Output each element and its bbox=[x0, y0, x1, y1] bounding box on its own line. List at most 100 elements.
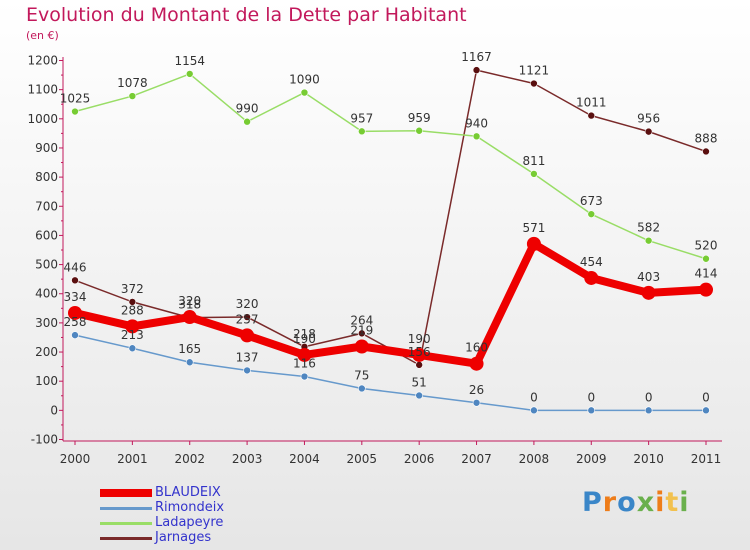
data-label-blaudeix: 403 bbox=[637, 270, 660, 284]
data-label-jarnages: 956 bbox=[637, 112, 660, 126]
x-tick-label: 2002 bbox=[174, 452, 205, 466]
data-point-rimondeix bbox=[358, 384, 366, 393]
data-point-jarnages bbox=[530, 79, 538, 88]
y-tick-label: 600 bbox=[35, 228, 58, 242]
data-label-jarnages: 320 bbox=[236, 297, 259, 311]
data-point-blaudeix bbox=[297, 347, 312, 362]
data-label-jarnages: 318 bbox=[178, 298, 201, 312]
data-label-ladapeyre: 1090 bbox=[289, 73, 320, 87]
data-point-blaudeix bbox=[584, 270, 599, 285]
data-point-blaudeix bbox=[125, 319, 140, 334]
data-point-blaudeix bbox=[354, 339, 369, 354]
x-tick-label: 2008 bbox=[519, 452, 550, 466]
series-layer bbox=[68, 66, 713, 415]
data-point-rimondeix bbox=[587, 406, 596, 415]
y-tick-label: 200 bbox=[35, 345, 58, 359]
data-label-ladapeyre: 940 bbox=[465, 116, 488, 130]
data-label-ladapeyre: 811 bbox=[522, 154, 545, 168]
x-tick-label: 2007 bbox=[461, 452, 492, 466]
data-label-blaudeix: 414 bbox=[695, 267, 718, 281]
x-tick-label: 2000 bbox=[60, 452, 91, 466]
logo-letter: P bbox=[582, 487, 603, 518]
data-point-ladapeyre bbox=[415, 126, 423, 135]
data-point-blaudeix bbox=[699, 282, 713, 297]
data-point-ladapeyre bbox=[530, 170, 538, 178]
data-label-rimondeix: 165 bbox=[178, 342, 201, 356]
data-label-rimondeix: 0 bbox=[530, 390, 538, 404]
data-point-rimondeix bbox=[243, 366, 251, 375]
data-label-rimondeix: 0 bbox=[587, 390, 595, 404]
logo-letter: i bbox=[679, 487, 690, 518]
data-label-rimondeix: 116 bbox=[293, 357, 316, 371]
data-point-rimondeix bbox=[702, 406, 710, 415]
data-point-jarnages bbox=[71, 276, 79, 285]
data-label-jarnages: 1121 bbox=[519, 64, 550, 78]
data-label-rimondeix: 213 bbox=[121, 328, 144, 342]
data-point-jarnages bbox=[587, 111, 596, 120]
data-label-blaudeix: 454 bbox=[580, 255, 603, 269]
x-tick-label: 2004 bbox=[289, 452, 320, 466]
data-label-blaudeix: 334 bbox=[64, 290, 87, 304]
data-label-jarnages: 156 bbox=[408, 345, 431, 359]
data-point-jarnages bbox=[128, 298, 137, 306]
data-point-jarnages bbox=[415, 361, 423, 369]
legend-swatch-jarnages bbox=[100, 537, 152, 540]
legend-label-blaudeix: BLAUDEIX bbox=[155, 485, 221, 500]
data-point-ladapeyre bbox=[358, 127, 366, 136]
data-point-ladapeyre bbox=[644, 236, 653, 245]
data-label-jarnages: 446 bbox=[64, 260, 87, 274]
data-point-jarnages bbox=[358, 329, 366, 338]
data-point-rimondeix bbox=[415, 391, 423, 400]
data-label-rimondeix: 0 bbox=[645, 390, 653, 404]
data-label-rimondeix: 26 bbox=[469, 383, 484, 397]
data-label-rimondeix: 75 bbox=[354, 368, 369, 382]
data-point-jarnages bbox=[472, 66, 481, 74]
y-tick-label: 800 bbox=[35, 170, 58, 184]
x-tick-label: 2010 bbox=[633, 452, 664, 466]
data-point-ladapeyre bbox=[243, 117, 251, 126]
x-tick-label: 2003 bbox=[232, 452, 263, 466]
data-label-jarnages: 264 bbox=[350, 313, 373, 327]
data-point-rimondeix bbox=[71, 331, 79, 339]
data-point-blaudeix bbox=[240, 328, 255, 343]
data-point-rimondeix bbox=[530, 406, 538, 415]
data-point-jarnages bbox=[243, 313, 251, 321]
data-label-blaudeix: 571 bbox=[522, 221, 545, 235]
data-label-jarnages: 888 bbox=[695, 131, 718, 145]
data-point-jarnages bbox=[644, 127, 653, 136]
data-point-rimondeix bbox=[128, 344, 137, 353]
data-point-ladapeyre bbox=[300, 88, 309, 97]
logo-letter: i bbox=[655, 487, 666, 518]
logo-letter: r bbox=[602, 487, 618, 518]
data-label-jarnages: 1011 bbox=[576, 96, 607, 110]
data-point-ladapeyre bbox=[71, 107, 79, 116]
series-line-blaudeix bbox=[74, 239, 707, 368]
chart-title: Evolution du Montant de la Dette par Hab… bbox=[26, 4, 467, 26]
data-label-rimondeix: 0 bbox=[702, 390, 710, 404]
y-tick-label: 1200 bbox=[27, 54, 58, 68]
series-line-rimondeix bbox=[74, 334, 706, 412]
y-tick-label: 700 bbox=[35, 199, 58, 213]
legend-label-rimondeix: Rimondeix bbox=[155, 500, 225, 515]
data-label-rimondeix: 137 bbox=[236, 350, 259, 364]
data-label-ladapeyre: 957 bbox=[350, 111, 373, 125]
proxiti-logo: Proxiti bbox=[582, 487, 690, 518]
data-label-blaudeix: 288 bbox=[121, 303, 144, 317]
data-point-ladapeyre bbox=[702, 254, 710, 263]
y-tick-label: 1000 bbox=[27, 112, 58, 126]
y-tick-label: 1100 bbox=[27, 83, 58, 97]
y-tick-label: -100 bbox=[31, 433, 58, 447]
data-point-ladapeyre bbox=[185, 70, 194, 78]
data-label-jarnages: 218 bbox=[293, 327, 316, 341]
data-label-rimondeix: 258 bbox=[64, 315, 87, 329]
data-label-ladapeyre: 520 bbox=[695, 239, 718, 253]
data-label-ladapeyre: 1025 bbox=[60, 92, 91, 106]
data-label-blaudeix: 190 bbox=[408, 332, 431, 346]
data-point-ladapeyre bbox=[472, 132, 481, 141]
data-label-ladapeyre: 673 bbox=[580, 194, 603, 208]
data-label-rimondeix: 51 bbox=[412, 375, 427, 389]
logo-letter: t bbox=[665, 487, 680, 518]
y-tick-label: 400 bbox=[35, 287, 58, 301]
y-tick-label: 300 bbox=[35, 316, 58, 330]
